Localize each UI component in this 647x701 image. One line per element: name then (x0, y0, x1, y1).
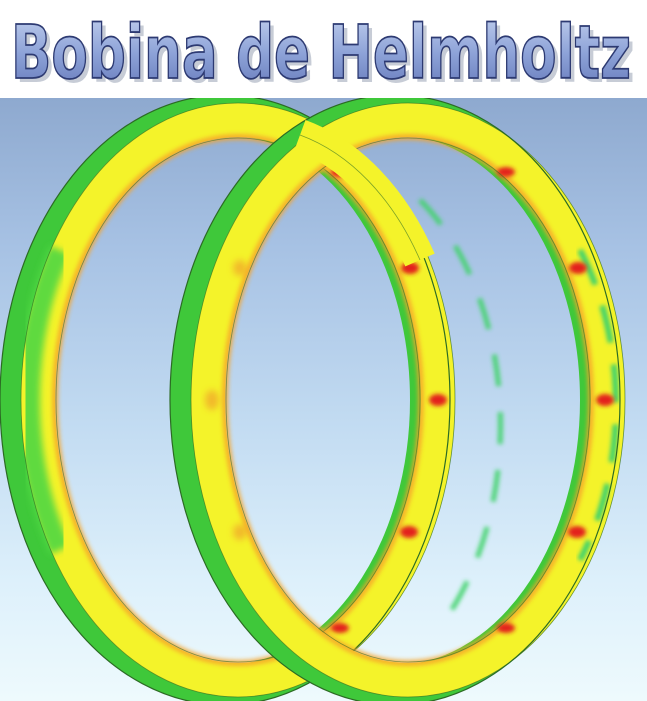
title-graphic: Bobina de Helmholtz Bobina de Helmholtz (10, 9, 635, 98)
right-coil (169, 98, 626, 701)
page-title: Bobina de Helmholtz (11, 10, 631, 96)
helmholtz-coil-render (0, 98, 626, 701)
hot-zones-left (205, 260, 247, 540)
hot-spots-right (331, 167, 614, 633)
title-banner: Bobina de Helmholtz Bobina de Helmholtz (0, 0, 647, 98)
left-coil-overlap (294, 119, 435, 267)
coil-render-view (0, 98, 647, 701)
title-shadow: Bobina de Helmholtz (15, 14, 635, 98)
